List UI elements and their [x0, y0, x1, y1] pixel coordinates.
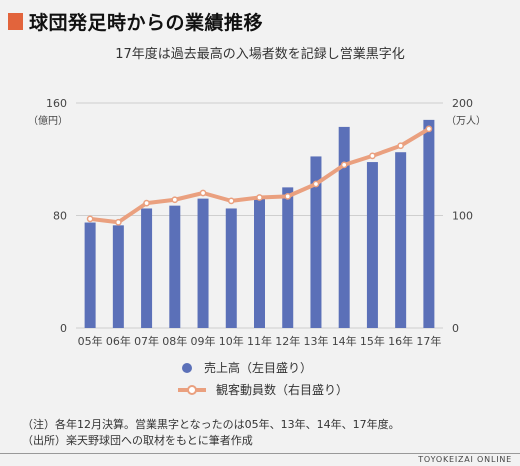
right-tick-label: 0 [452, 322, 459, 335]
x-tick-label: 08年 [162, 334, 187, 348]
x-tick-label: 10年 [219, 334, 244, 348]
sales-bar [112, 225, 124, 328]
x-tick-label: 12年 [275, 334, 300, 348]
legend-attendance: 観客動員数（右目盛り） [178, 381, 348, 398]
attendance-point [143, 199, 150, 207]
sales-bar [338, 126, 350, 328]
x-tick-label: 15年 [360, 334, 385, 348]
sales-bar [395, 152, 407, 328]
left-tick-label: 0 [60, 322, 67, 335]
x-tick-label: 17年 [416, 334, 441, 348]
chart-title: 球団発足時からの業績推移 [29, 12, 264, 34]
x-tick-label: 13年 [303, 334, 328, 348]
left-tick-label: 160 [46, 97, 67, 110]
x-tick-label: 11年 [247, 334, 272, 348]
attendance-point [284, 193, 292, 200]
title-marker [8, 13, 23, 30]
legend-sales: 売上高（左目盛り） [182, 359, 312, 376]
legend-sales-swatch [182, 362, 192, 373]
right-tick-label: 100 [452, 210, 473, 223]
attendance-point [397, 142, 405, 150]
attendance-point [256, 194, 263, 201]
attendance-point [114, 218, 122, 226]
x-tick-label: 09年 [191, 334, 216, 348]
chart-subtitle: 17年度は過去最高の入場者数を記録し営業黒字化 [115, 47, 405, 62]
attendance-point [227, 197, 235, 205]
sales-bar [254, 197, 265, 328]
attendance-point [199, 189, 207, 197]
x-tick-label: 07年 [134, 334, 159, 348]
x-tick-label: 06年 [106, 334, 131, 348]
attendance-line [86, 125, 433, 226]
sales-bar [423, 119, 435, 328]
x-tick-label: 05年 [78, 334, 103, 348]
attendance-point [312, 180, 320, 188]
legend-attendance-swatch [178, 384, 206, 395]
attendance-point [340, 161, 348, 169]
right-tick-label: 200 [452, 97, 473, 110]
sales-bar [141, 208, 153, 328]
sales-bar [225, 208, 237, 328]
right-axis-unit: （万人） [446, 115, 486, 127]
source-line: （出所）楽天野球団への取材をもとに筆者作成 [22, 434, 253, 447]
left-axis-unit: （億円） [28, 114, 68, 127]
sales-bar [84, 222, 96, 328]
left-tick-label: 80 [53, 210, 67, 223]
title-block: 球団発足時からの業績推移 [8, 8, 263, 35]
footer-divider [0, 453, 520, 454]
sales-bar [169, 205, 181, 328]
attendance-point [86, 215, 94, 223]
x-tick-label: 14年 [332, 334, 357, 348]
sales-bar [197, 198, 209, 328]
attendance-point [369, 152, 376, 160]
x-tick-label: 16年 [388, 334, 413, 348]
sales-bar [282, 187, 294, 328]
bars [84, 119, 435, 328]
sales-bar [366, 162, 378, 328]
publisher-credit: TOYOKEIZAI ONLINE [418, 455, 512, 464]
attendance-point [425, 125, 433, 133]
legend-sales-label: 売上高（左目盛り） [204, 361, 313, 375]
attendance-point [171, 196, 179, 204]
sales-bar [310, 156, 322, 328]
legend-attendance-label: 観客動員数（右目盛り） [216, 383, 349, 397]
note-line: （注）各年12月決算。営業黒字となったのは05年、13年、14年、17年度。 [22, 418, 400, 431]
